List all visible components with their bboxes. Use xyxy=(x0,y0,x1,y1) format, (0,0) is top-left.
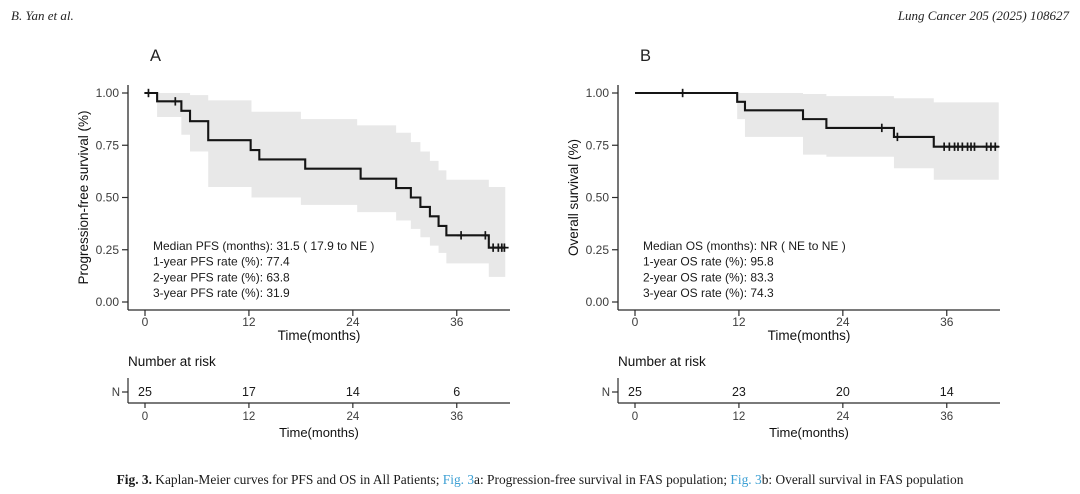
y-tick-label: 0.25 xyxy=(96,243,120,257)
x-tick-label: 12 xyxy=(242,315,256,329)
caption-text-segment: b: Overall survival in FAS population xyxy=(761,472,964,488)
y-tick-label: 0.75 xyxy=(586,138,610,152)
risk-x-tick-label: 0 xyxy=(142,411,148,423)
annotation-line: 3-year PFS rate (%): 31.9 xyxy=(153,286,290,300)
panel-letter: A xyxy=(150,47,161,65)
risk-count: 20 xyxy=(836,385,850,399)
risk-x-axis-title: Time(months) xyxy=(769,425,849,440)
annotation-line: 3-year OS rate (%): 74.3 xyxy=(643,286,774,300)
annotation-line: 1-year OS rate (%): 95.8 xyxy=(643,255,774,269)
risk-x-axis-title: Time(months) xyxy=(279,425,359,440)
risk-count: 17 xyxy=(242,385,256,399)
risk-x-tick-label: 36 xyxy=(940,411,953,423)
risk-x-tick-label: 36 xyxy=(450,411,463,423)
y-axis-title: Overall survival (%) xyxy=(566,139,581,256)
censor-mark xyxy=(481,231,490,240)
km-panel-pfs: 0.00 0.25 0.50 0.75 1.00 0 12 24 36 Time(months) P… xyxy=(76,47,510,440)
running-author: B. Yan et al. xyxy=(11,8,74,23)
x-tick-label: 36 xyxy=(450,315,464,329)
km-curve xyxy=(145,91,506,249)
y-tick-label: 0.00 xyxy=(586,295,610,309)
censor-mark xyxy=(171,97,180,106)
caption-text-segment: a: Progression-free survival in FAS popu… xyxy=(474,472,731,488)
censor-mark xyxy=(991,142,1000,151)
y-tick-label: 0.75 xyxy=(96,138,120,152)
risk-table-title: Number at risk xyxy=(128,354,216,369)
x-tick-label: 24 xyxy=(836,315,850,329)
risk-count: 25 xyxy=(628,385,642,399)
figure-cross-reference-link[interactable]: Fig. 3 xyxy=(730,472,762,488)
risk-row-label: N xyxy=(602,387,610,399)
censor-mark xyxy=(970,142,979,151)
risk-count: 23 xyxy=(732,385,746,399)
censor-mark xyxy=(877,123,887,133)
confidence-band xyxy=(157,93,506,277)
risk-count: 6 xyxy=(453,385,460,399)
risk-count: 14 xyxy=(940,385,954,399)
annotation-line: Median PFS (months): 31.5 ( 17.9 to NE ) xyxy=(153,239,374,253)
annotation-line: 2-year OS rate (%): 83.3 xyxy=(643,270,774,284)
km-curve xyxy=(635,91,999,148)
y-tick-label: 0.50 xyxy=(586,191,610,205)
figure-caption-label: Fig. 3. xyxy=(116,472,152,488)
censor-mark xyxy=(500,243,509,252)
y-tick-label: 0.50 xyxy=(96,191,120,205)
x-tick-label: 0 xyxy=(632,315,639,329)
risk-table-title: Number at risk xyxy=(618,354,706,369)
y-tick-label: 1.00 xyxy=(586,86,610,100)
censor-mark xyxy=(893,132,902,142)
x-tick-label: 0 xyxy=(142,315,149,329)
page-header: B. Yan et al. Lung Cancer 205 (2025) 108… xyxy=(0,8,1080,30)
risk-count: 25 xyxy=(138,385,152,399)
risk-count: 14 xyxy=(346,385,360,399)
risk-x-tick-label: 0 xyxy=(632,411,638,423)
censor-mark xyxy=(678,88,687,98)
risk-x-tick-label: 12 xyxy=(243,411,256,423)
figure-cross-reference-link[interactable]: Fig. 3 xyxy=(442,472,475,488)
x-axis-title: Time(months) xyxy=(278,328,361,343)
x-tick-label: 12 xyxy=(732,315,746,329)
risk-row-label: N xyxy=(112,387,120,399)
figure-caption-text: Kaplan-Meier curves for PFS and OS in Al… xyxy=(152,472,963,487)
caption-text-segment: Kaplan-Meier curves for PFS and OS in Al… xyxy=(151,472,443,488)
y-tick-label: 0.00 xyxy=(96,295,120,309)
panel-letter: B xyxy=(640,47,651,65)
annotation-line: Median OS (months): NR ( NE to NE ) xyxy=(643,239,846,253)
x-axis-title: Time(months) xyxy=(768,328,851,343)
censor-mark xyxy=(456,231,466,240)
risk-x-tick-label: 12 xyxy=(733,411,746,423)
journal-citation: Lung Cancer 205 (2025) 108627 xyxy=(897,8,1069,23)
annotation-line: 1-year PFS rate (%): 77.4 xyxy=(153,255,290,269)
km-panel-os: 0.00 0.25 0.50 0.75 1.00 0 12 24 36 Time(months) O… xyxy=(566,47,1000,440)
risk-x-tick-label: 24 xyxy=(836,411,849,423)
censor-mark xyxy=(144,88,153,98)
y-axis-title: Progression-free survival (%) xyxy=(76,110,91,284)
risk-x-tick-label: 24 xyxy=(346,411,359,423)
x-tick-label: 24 xyxy=(346,315,360,329)
figure-caption: Fig. 3. Kaplan-Meier curves for PFS and … xyxy=(0,472,1080,488)
annotation-line: 2-year PFS rate (%): 63.8 xyxy=(153,270,290,284)
x-tick-label: 36 xyxy=(940,315,954,329)
confidence-band xyxy=(737,93,999,180)
y-tick-label: 0.25 xyxy=(586,243,610,257)
y-tick-label: 1.00 xyxy=(96,86,120,100)
